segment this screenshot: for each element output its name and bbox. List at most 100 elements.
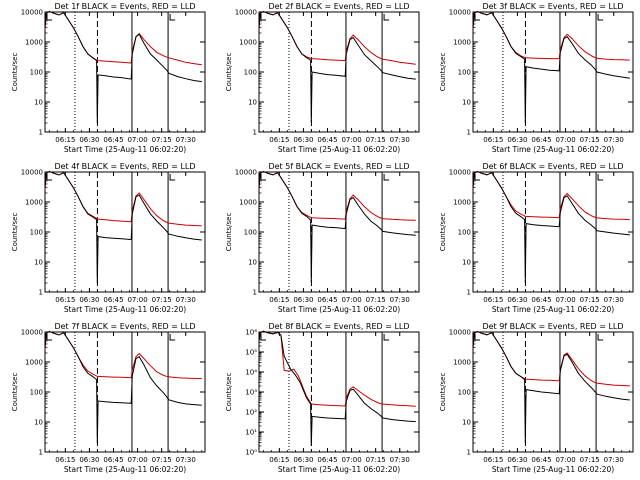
y-tick-label: 100 [30,389,43,397]
x-tick-label: 07:30 [390,456,410,464]
y-tick-label: 1 [467,449,471,457]
panel-title: Det 5f BLACK = Events, RED = LLD [268,162,409,171]
y-tick-label: 10 [248,99,257,107]
x-axis-label: Start Time (25-Aug-11 06:02:20) [278,145,400,154]
y-tick-label: 10000 [21,329,43,337]
x-tick-label: 07:15 [580,296,600,304]
panel-title: Det 9f BLACK = Events, RED = LLD [482,322,623,331]
y-tick-label: 1000 [25,39,43,47]
series-events [472,10,630,124]
corner-bracket-right [597,174,604,181]
x-tick-label: 07:00 [127,136,147,144]
panel-title: Det 2f BLACK = Events, RED = LLD [268,2,409,11]
x-tick-label: 07:00 [127,456,147,464]
y-tick-label: 1000 [25,359,43,367]
x-tick-label: 06:30 [293,456,313,464]
detector-panel-2: Det 2f BLACK = Events, RED = LLD 06:15 06:… [225,2,420,154]
x-tick-label: 07:00 [555,456,575,464]
x-tick-label: 07:30 [390,296,410,304]
x-tick-label: 07:15 [366,456,386,464]
x-tick-label: 07:30 [390,136,410,144]
y-tick-label: 10000 [21,169,43,177]
y-tick-label: 10000 [449,9,471,17]
series-events [472,330,630,444]
x-tick-label: 06:30 [79,136,99,144]
y-tick-label: 10² [245,409,257,417]
x-axis-label: Start Time (25-Aug-11 06:02:20) [64,465,186,474]
panel-title: Det 3f BLACK = Events, RED = LLD [482,2,623,11]
plot-frame [44,11,206,133]
corner-bracket-right [597,14,604,21]
series-events [258,10,416,124]
y-tick-label: 10 [462,99,471,107]
y-tick-label: 1 [467,129,471,137]
x-tick-label: 07:00 [341,296,361,304]
x-tick-label: 07:30 [176,456,196,464]
plot-frame [44,171,206,293]
x-tick-label: 07:15 [580,136,600,144]
x-tick-label: 06:45 [531,136,551,144]
detector-panel-3: Det 3f BLACK = Events, RED = LLD 06:15 06:… [439,2,634,154]
y-axis-label: Counts/sec [11,213,19,252]
detector-panel-8: Det 8f BLACK = Events, RED = LLD 06:15 06:… [225,322,420,474]
x-tick-label: 06:30 [293,296,313,304]
y-tick-label: 10⁵ [245,349,257,357]
detector-panel-9: Det 9f BLACK = Events, RED = LLD 06:15 06:… [439,322,634,474]
x-tick-label: 06:15 [55,136,75,144]
x-axis-label: Start Time (25-Aug-11 06:02:20) [64,305,186,314]
x-tick-label: 07:30 [176,296,196,304]
x-tick-label: 06:15 [269,136,289,144]
y-tick-label: 100 [458,229,471,237]
y-tick-label: 1 [39,289,43,297]
x-tick-label: 07:15 [152,456,172,464]
series-lld [44,330,202,380]
x-tick-label: 07:15 [366,296,386,304]
detector-panel-7: Det 7f BLACK = Events, RED = LLD 06:15 06:… [11,322,206,474]
x-tick-label: 06:45 [103,136,123,144]
y-tick-label: 10⁴ [245,369,257,377]
x-tick-label: 07:30 [604,296,624,304]
corner-bracket-right [383,174,390,181]
corner-bracket-right [597,334,604,341]
x-tick-label: 07:15 [152,296,172,304]
x-tick-label: 06:30 [507,296,527,304]
panel-title: Det 6f BLACK = Events, RED = LLD [482,162,623,171]
corner-bracket-right [169,334,176,341]
series-lld [472,10,630,61]
plot-frame [44,331,206,453]
x-tick-label: 06:15 [483,136,503,144]
corner-bracket-left [474,174,480,181]
panel-title: Det 1f BLACK = Events, RED = LLD [54,2,195,11]
y-tick-label: 10 [462,259,471,267]
y-tick-label: 10000 [21,9,43,17]
y-tick-label: 10 [34,419,43,427]
y-tick-label: 10⁰ [245,449,257,457]
y-axis-label: Counts/sec [225,53,233,92]
corner-bracket-right [169,174,176,181]
y-tick-label: 1 [253,289,257,297]
corner-bracket-left [474,334,480,341]
x-tick-label: 06:45 [317,296,337,304]
y-tick-label: 10000 [235,9,257,17]
y-axis-label: Counts/sec [11,53,19,92]
x-axis-label: Start Time (25-Aug-11 06:02:20) [278,465,400,474]
y-tick-label: 10 [248,259,257,267]
x-tick-label: 07:15 [152,136,172,144]
y-axis-label: Counts/sec [225,213,233,252]
x-tick-label: 06:45 [317,456,337,464]
series-lld [258,330,416,407]
plot-frame [258,171,420,293]
panel-title: Det 7f BLACK = Events, RED = LLD [54,322,195,331]
detector-panel-4: Det 4f BLACK = Events, RED = LLD 06:15 06:… [11,162,206,314]
y-tick-label: 10 [34,99,43,107]
y-tick-label: 100 [458,69,471,77]
x-tick-label: 06:45 [531,456,551,464]
y-axis-label: Counts/sec [439,213,447,252]
y-tick-label: 1 [39,129,43,137]
x-tick-label: 07:15 [366,136,386,144]
y-axis-label: Counts/sec [439,373,447,412]
y-tick-label: 1000 [239,199,257,207]
x-tick-label: 07:00 [341,136,361,144]
x-tick-label: 06:15 [483,456,503,464]
y-tick-label: 1000 [453,359,471,367]
